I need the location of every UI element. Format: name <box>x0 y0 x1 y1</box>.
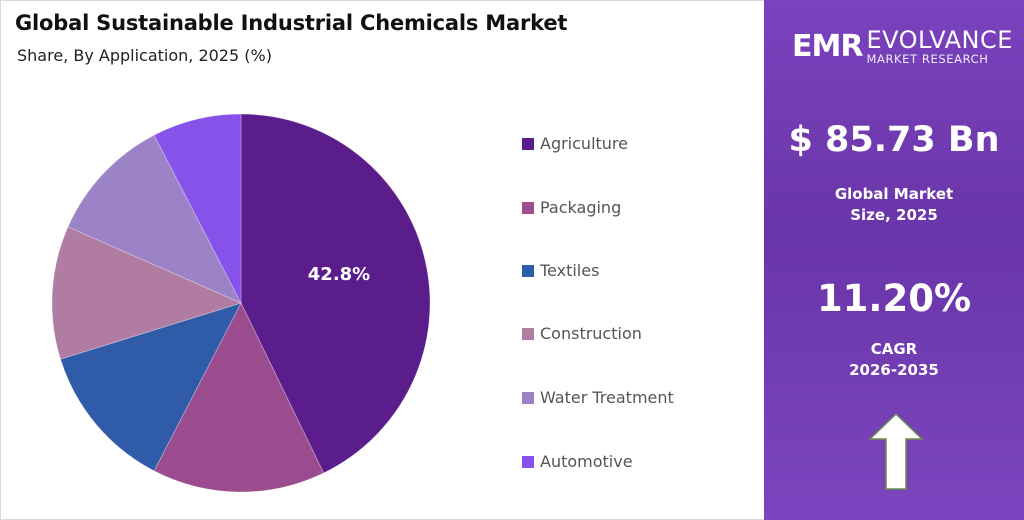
legend-item: Construction <box>522 324 642 343</box>
pie-slice-packaging <box>153 302 325 493</box>
pie-slice-construction <box>51 226 243 360</box>
pie-slice-automotive <box>153 113 242 304</box>
legend-label: Water Treatment <box>540 388 674 407</box>
legend-swatch <box>522 264 534 277</box>
cagr-value: 11.20% <box>816 277 972 320</box>
market-size-label-2: Size, 2025 <box>850 206 938 224</box>
legend-swatch <box>522 391 534 404</box>
legend-label: Automotive <box>540 452 633 471</box>
legend-swatch <box>522 137 534 150</box>
brand-name: EVOLVANCE <box>866 26 1013 54</box>
market-size-label-1: Global Market <box>834 185 954 203</box>
legend-swatch <box>522 455 534 468</box>
legend-item: Textiles <box>522 261 599 280</box>
cagr-label-1: CAGR <box>870 340 918 358</box>
pie-chart: 42.8% <box>51 113 431 493</box>
legend-item: Automotive <box>522 452 633 471</box>
chart-subtitle: Share, By Application, 2025 (%) <box>17 46 272 65</box>
legend-swatch <box>522 201 534 214</box>
cagr-label-2: 2026-2035 <box>849 361 939 379</box>
up-arrow-icon <box>868 412 924 490</box>
legend-item: Packaging <box>522 198 621 217</box>
legend-label: Packaging <box>540 198 622 217</box>
pie-slice-water-treatment <box>67 134 242 304</box>
legend-label: Textiles <box>540 261 600 280</box>
pie-slice-agriculture <box>240 113 431 474</box>
pie-slice-textiles <box>60 302 242 472</box>
brand-sub: MARKET RESEARCH <box>866 52 989 66</box>
chart-area: Global Sustainable Industrial Chemicals … <box>0 0 765 520</box>
chart-title: Global Sustainable Industrial Chemicals … <box>15 11 568 35</box>
data-label: 42.8% <box>308 264 370 285</box>
brand-logo: EMR EVOLVANCE MARKET RESEARCH <box>792 28 1013 66</box>
logo-mark: EMR <box>792 29 863 65</box>
legend-item: Water Treatment <box>522 388 674 407</box>
summary-panel: EMR EVOLVANCE MARKET RESEARCH $ 85.73 Bn… <box>764 0 1024 520</box>
market-size-value: $ 85.73 Bn <box>788 120 1000 160</box>
legend-label: Construction <box>540 324 642 343</box>
legend-label: Agriculture <box>540 134 628 153</box>
legend-item: Agriculture <box>522 134 628 153</box>
legend-swatch <box>522 327 534 340</box>
